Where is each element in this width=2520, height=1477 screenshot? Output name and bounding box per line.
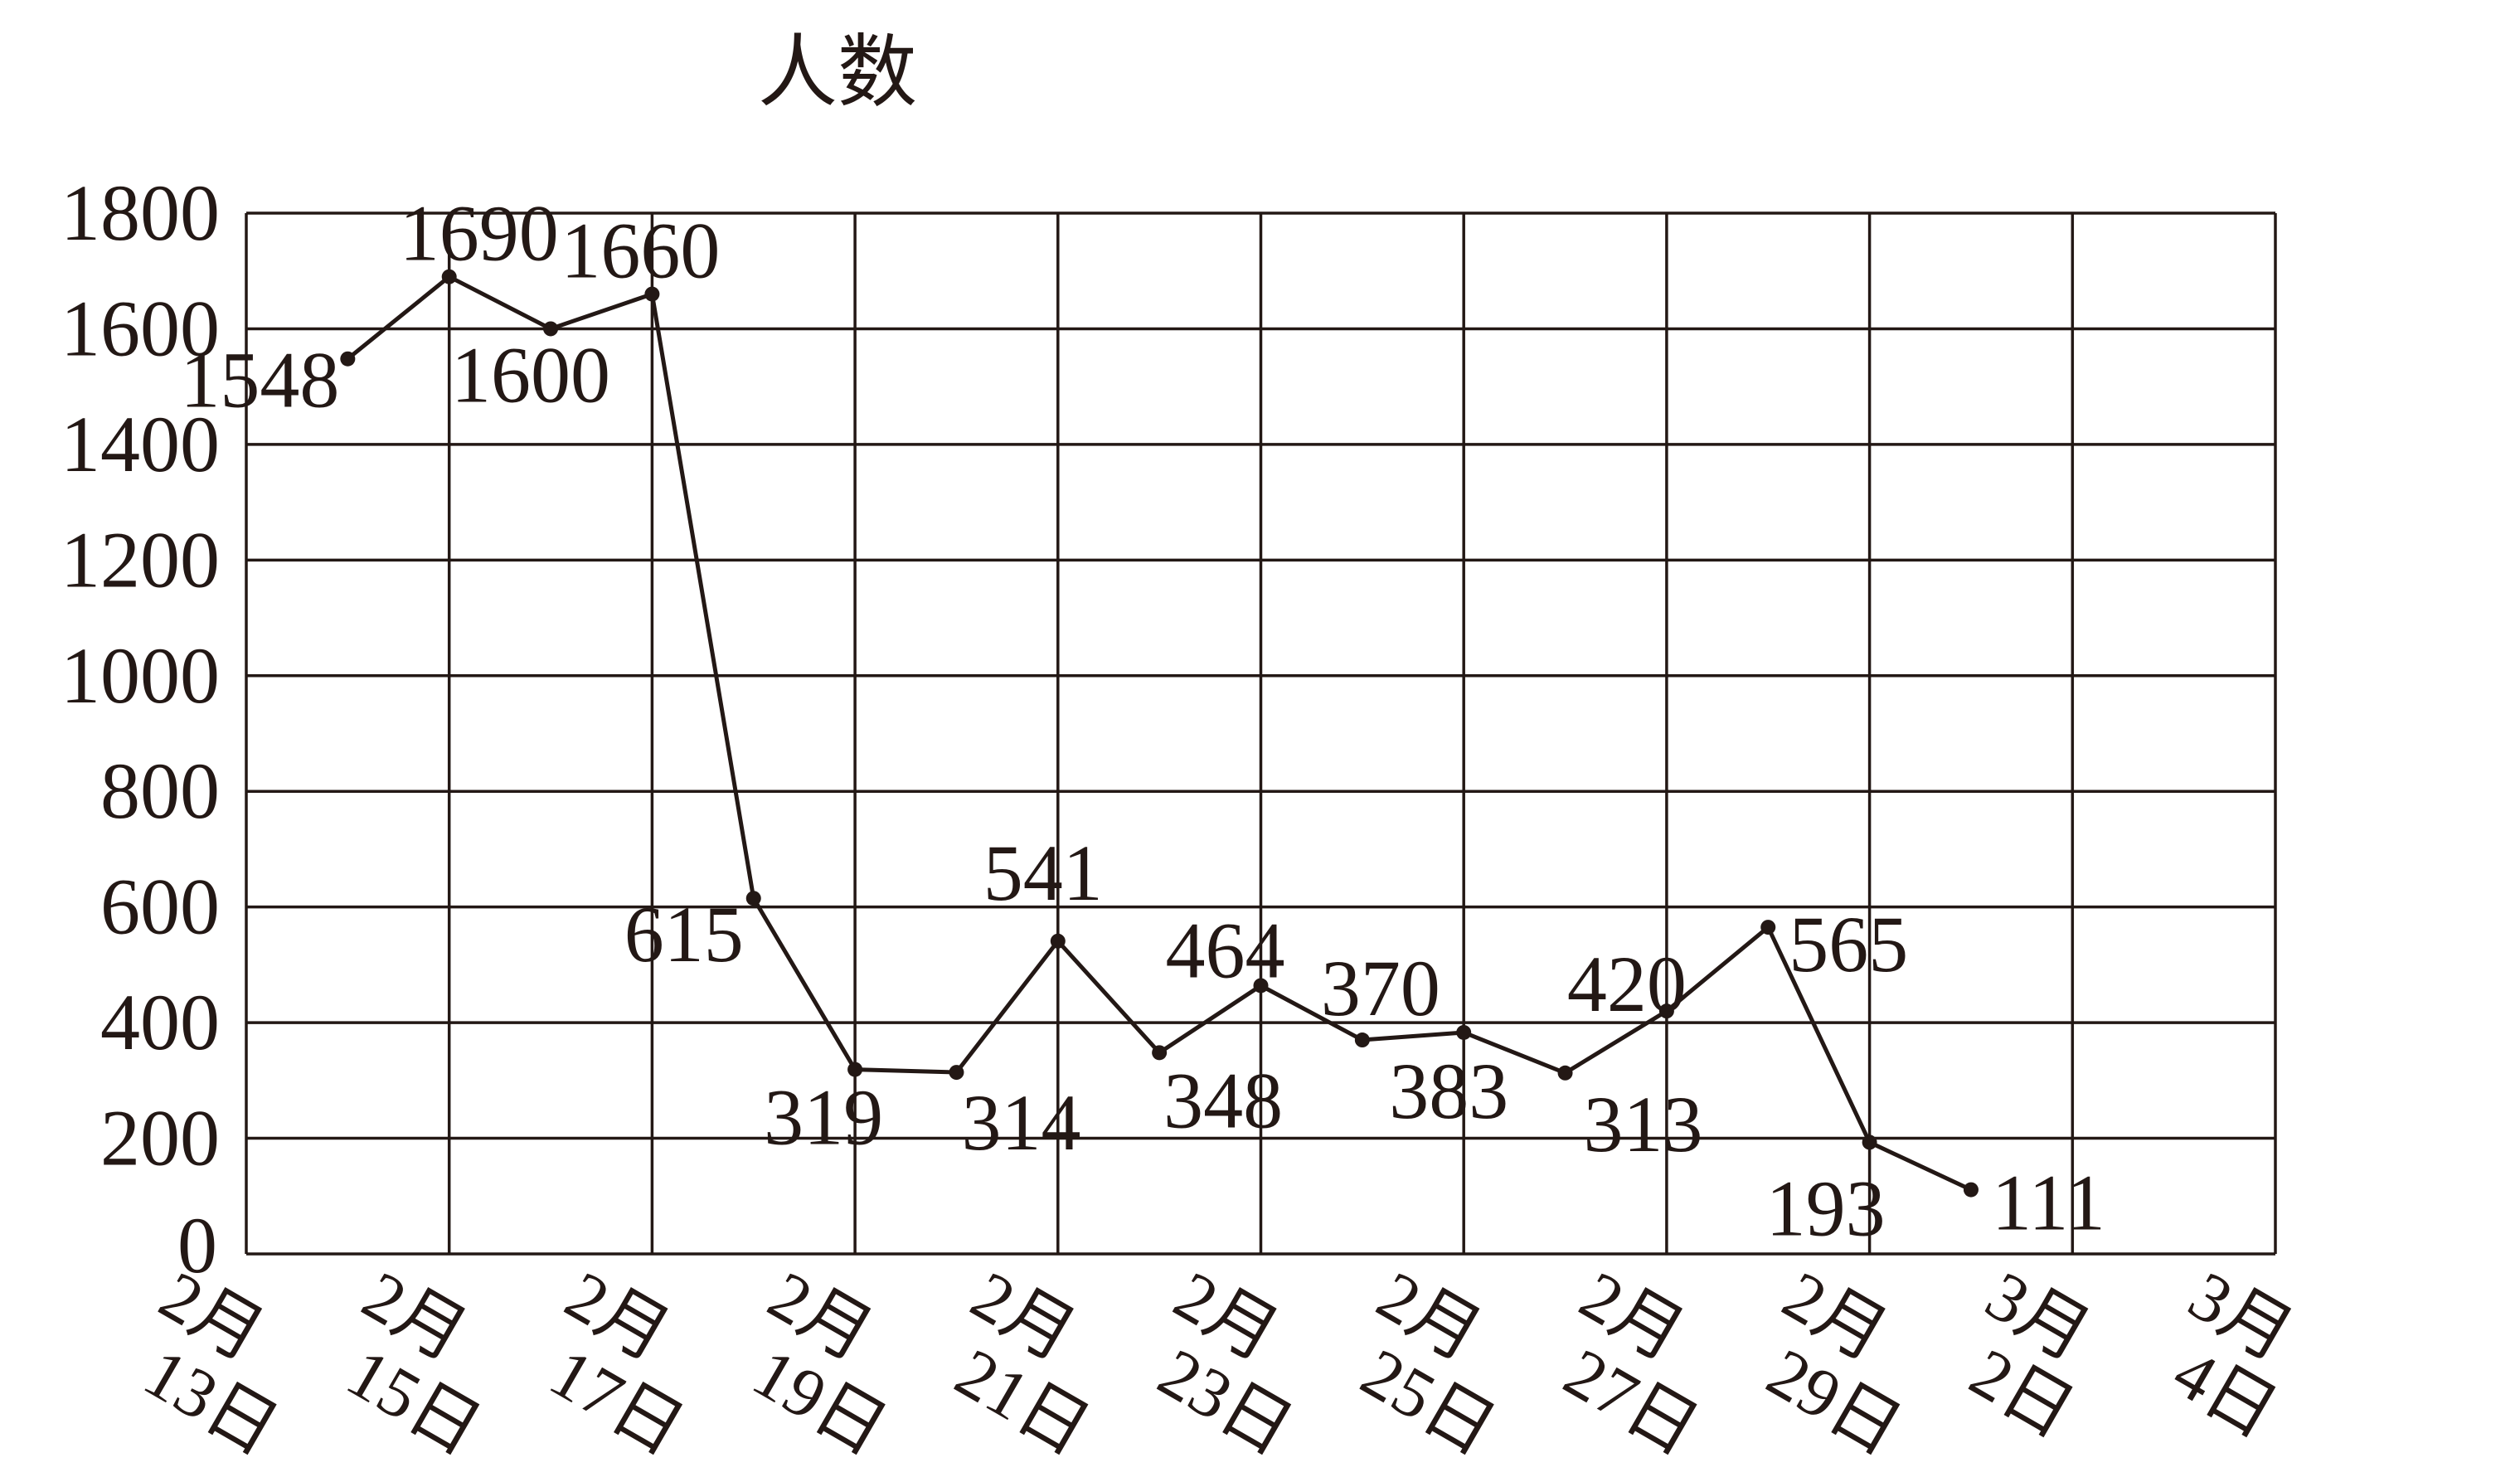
data-label: 464 (1166, 906, 1285, 994)
plot-grid (245, 211, 2277, 1256)
y-axis-ticks: 0 200 400 600 800 1000 1200 1400 1600 1800 (61, 168, 220, 1290)
data-label-layer: 1548 1690 1600 1660 615 319 314 541 348 464 370 383… (180, 189, 2105, 1253)
data-label: 193 (1766, 1164, 1886, 1252)
data-point (1862, 1134, 1877, 1150)
data-label: 1600 (451, 330, 610, 419)
data-label: 348 (1163, 1056, 1283, 1144)
data-label: 615 (624, 890, 744, 979)
y-tick-label: 1800 (61, 168, 220, 257)
data-label: 314 (961, 1078, 1080, 1167)
data-label: 313 (1584, 1080, 1703, 1168)
data-point (1658, 1003, 1674, 1019)
data-point (441, 269, 457, 284)
data-label: 1660 (561, 206, 720, 295)
data-point (1557, 1065, 1573, 1081)
data-label: 111 (1992, 1159, 2105, 1247)
data-label: 383 (1389, 1047, 1508, 1135)
y-tick-label: 1600 (61, 284, 220, 372)
data-point (949, 1065, 964, 1081)
data-point (1050, 933, 1066, 949)
data-point (543, 321, 559, 337)
data-point (1456, 1024, 1472, 1040)
y-tick-label: 600 (100, 862, 220, 951)
data-label: 319 (764, 1073, 883, 1162)
data-label: 541 (983, 828, 1103, 917)
series-layer (340, 269, 1979, 1198)
y-tick-label: 1000 (61, 631, 220, 720)
data-label: 1690 (400, 189, 559, 278)
data-point (745, 891, 761, 906)
y-tick-label: 1200 (61, 515, 220, 604)
data-point (1152, 1045, 1168, 1061)
data-label: 420 (1567, 940, 1687, 1028)
y-tick-label: 800 (100, 746, 220, 835)
data-point (1760, 920, 1776, 935)
data-point (340, 351, 356, 367)
data-point (1963, 1182, 1979, 1198)
data-label: 565 (1789, 900, 1908, 989)
y-tick-label: 400 (100, 978, 220, 1066)
y-tick-label: 1400 (61, 400, 220, 488)
y-tick-label: 0 (177, 1201, 217, 1290)
y-tick-label: 200 (100, 1094, 220, 1183)
data-label: 370 (1321, 944, 1440, 1032)
data-point (847, 1062, 863, 1077)
data-point (1253, 978, 1269, 994)
data-point (1354, 1032, 1370, 1048)
y-axis-title: 人数 (758, 28, 917, 117)
data-label: 1548 (180, 336, 339, 425)
data-point (644, 286, 660, 302)
